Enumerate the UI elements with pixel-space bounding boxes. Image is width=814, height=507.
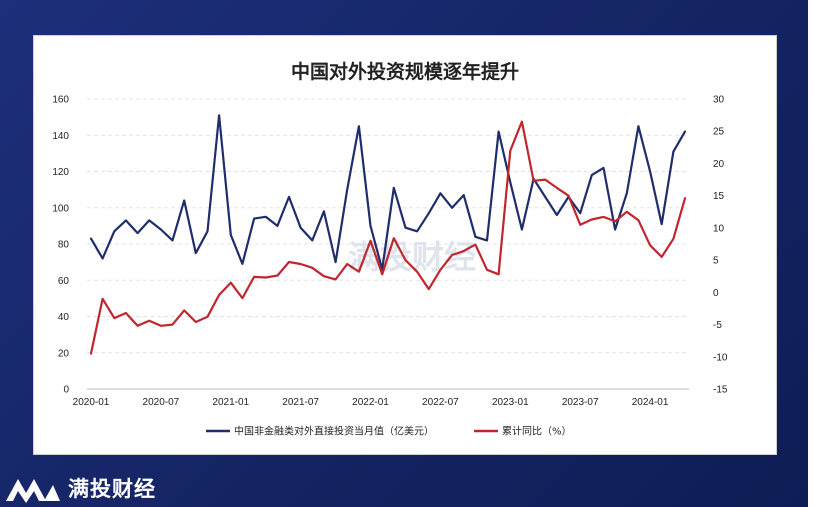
y-right-tick-label: -15 [713,385,728,396]
x-tick-label: 2020-07 [143,397,180,408]
y-left-tick-label: 140 [52,131,69,142]
brand-footer: 满投财经 [0,470,156,506]
x-tick-label: 2020-01 [73,397,110,408]
x-tick-label: 2022-01 [352,397,389,408]
y-right-tick-label: 10 [713,223,725,234]
y-left-tick-label: 160 [52,95,69,106]
y-right-tick-label: -5 [713,320,722,331]
y-left-ticks: 0 20 40 60 80 100 120 140 160 [52,95,69,396]
x-tick-label: 2021-07 [282,397,319,408]
y-left-tick-label: 100 [52,203,69,214]
gridlines [87,98,689,390]
chart-svg: 满投财经 中国对外投资规模逐年提升 020406080100120140160 … [52,60,728,438]
brand-name: 满投财经 [68,477,156,501]
legend-label-0: 中国非金融类对外直接投资当月值（亿美元） [234,425,434,438]
right-edge-strip [808,0,814,507]
y-right-tick-label: 30 [713,95,725,106]
x-ticks: 2020-01 2020-07 2021-01 2021-07 2022-01 2022-… [73,397,669,408]
watermark-text: 满投财经 [348,238,476,276]
y-right-tick-label: 0 [713,288,719,299]
y-left-tick-label: 120 [52,167,69,178]
x-tick-label: 2024-01 [632,397,669,408]
y-left-tick-label: 60 [58,276,70,287]
y-right-tick-label: 20 [713,159,725,170]
legend: 中国非金融类对外直接投资当月值（亿美元） 累计同比（%） [206,425,572,438]
brand-logo-icon [6,479,60,503]
y-right-tick-label: 25 [713,127,725,138]
x-tick-label: 2021-01 [212,397,249,408]
x-tick-label: 2023-07 [562,397,599,408]
y-right-tick-label: 5 [713,256,719,267]
y-left-tick-label: 0 [63,385,69,396]
y-right-tick-label: -10 [713,352,728,363]
x-tick-label: 2022-07 [422,397,459,408]
series-lines [89,114,687,355]
y-left-tick-label: 40 [58,312,70,323]
y-left-tick-label: 20 [58,348,70,359]
y-right-tick-label: 15 [713,191,725,202]
series-line-1 [89,120,687,355]
chart-card: 满投财经 中国对外投资规模逐年提升 0 20 40 60 80 100 120 140 160 … [33,35,777,455]
chart-title: 中国对外投资规模逐年提升 [291,60,519,83]
legend-label-1: 累计同比（%） [502,425,572,438]
y-right-ticks: -15 -10 -5 0 5 10 15 20 25 30 [713,95,728,396]
y-left-tick-label: 80 [58,240,70,251]
x-tick-label: 2023-01 [492,397,529,408]
series-line-0 [89,114,687,271]
